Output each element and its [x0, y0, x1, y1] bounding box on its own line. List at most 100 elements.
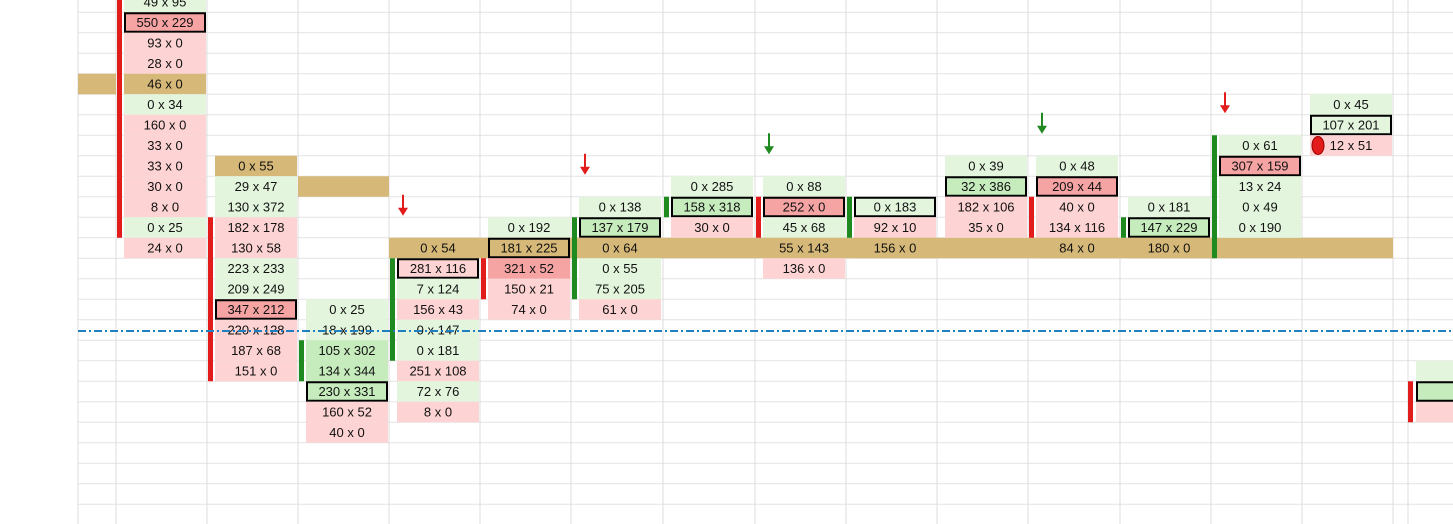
cell	[488, 258, 570, 279]
cell-text: 12 x 51	[1330, 138, 1373, 153]
cell-text: 209 x 44	[1052, 179, 1102, 194]
signal-arrow-head	[1220, 105, 1230, 114]
cell-box	[1416, 381, 1453, 402]
cell-text: 0 x 45	[1333, 97, 1368, 112]
cell-text: 0 x 88	[786, 179, 821, 194]
cell	[488, 299, 570, 320]
cell-box	[397, 258, 479, 279]
cell	[215, 340, 297, 361]
signal-arrow-head	[580, 166, 590, 175]
cell-text: 33 x 0	[147, 158, 182, 173]
cell	[1310, 94, 1392, 115]
cell	[215, 278, 297, 300]
cell-text: 29 x 47	[235, 179, 278, 194]
cell-text: 0 x 25	[147, 220, 182, 235]
signal-arrow-head	[764, 146, 774, 155]
cell	[854, 237, 936, 259]
delta-bar	[847, 196, 852, 238]
cell-text: 182 x 178	[227, 220, 284, 235]
cell-text: 0 x 138	[599, 199, 642, 214]
cell-text: 0 x 55	[602, 261, 637, 276]
cell-text: 160 x 52	[322, 404, 372, 419]
cell	[1036, 155, 1118, 177]
cell	[671, 217, 753, 238]
cell	[397, 340, 479, 361]
cell	[579, 258, 661, 279]
cell-text: 187 x 68	[231, 343, 281, 358]
cell-text: 307 x 159	[1231, 158, 1288, 173]
delta-bar	[1029, 196, 1034, 238]
cell-text: 40 x 0	[1059, 199, 1094, 214]
cell	[854, 196, 936, 218]
cell	[763, 258, 845, 279]
cell-text: 0 x 34	[147, 97, 182, 112]
cell-text: 0 x 49	[1242, 199, 1277, 214]
cell-text: 220 x 128	[227, 322, 284, 337]
cell	[1036, 196, 1118, 218]
cell	[1128, 217, 1210, 238]
cell	[1219, 155, 1301, 177]
cell	[124, 217, 206, 238]
cell-text: 151 x 0	[235, 363, 278, 378]
cell	[1219, 135, 1301, 156]
cell	[579, 237, 661, 259]
cell	[1416, 360, 1453, 382]
cell-text: 24 x 0	[147, 240, 182, 255]
cell-text: 0 x 190	[1239, 220, 1282, 235]
cell-text: 0 x 39	[968, 158, 1003, 173]
cell	[215, 155, 297, 177]
delta-bar	[572, 217, 577, 300]
cell	[124, 0, 206, 13]
poc-strip	[78, 73, 116, 95]
delta-bar	[117, 0, 122, 238]
delta-bar	[756, 196, 761, 238]
cell-box	[1036, 176, 1118, 197]
cell-box	[215, 299, 297, 320]
delta-bar	[481, 258, 486, 300]
cell	[763, 237, 845, 259]
cell	[397, 258, 479, 279]
cell	[306, 381, 388, 402]
cell-text: 136 x 0	[783, 261, 826, 276]
cell	[397, 278, 479, 300]
cell-text: 150 x 21	[504, 281, 554, 296]
delta-bar	[208, 217, 213, 382]
cell-box	[579, 217, 661, 238]
cell-box	[306, 381, 388, 402]
cell	[124, 73, 206, 95]
cell-text: 0 x 285	[691, 179, 734, 194]
cell-text: 130 x 58	[231, 240, 281, 255]
cell-text: 252 x 0	[783, 199, 826, 214]
cell	[1128, 237, 1210, 259]
cell	[763, 196, 845, 218]
cell	[124, 32, 206, 54]
cell	[124, 12, 206, 33]
cell	[579, 299, 661, 320]
cell-text: 0 x 192	[508, 220, 551, 235]
cell-text: 0 x 183	[874, 199, 917, 214]
cell-box	[945, 176, 1027, 197]
cell	[124, 237, 206, 259]
delta-bar	[390, 258, 395, 361]
cell-box	[671, 196, 753, 218]
cell-text: 30 x 0	[694, 220, 729, 235]
cell-text: 93 x 0	[147, 35, 182, 50]
cell-text: 18 x 199	[322, 322, 372, 337]
delta-bar	[1212, 135, 1217, 259]
cell	[488, 237, 570, 259]
cell-text: 30 x 0	[147, 179, 182, 194]
cell-text: 209 x 249	[227, 281, 284, 296]
cell-box	[763, 196, 845, 218]
cell	[397, 360, 479, 382]
cell	[306, 422, 388, 443]
cell-text: 7 x 124	[417, 281, 460, 296]
cell-box	[1219, 155, 1301, 177]
cell-box	[1128, 217, 1210, 238]
cell-text: 223 x 233	[227, 261, 284, 276]
cell	[945, 217, 1027, 238]
cell-text: 0 x 147	[417, 322, 460, 337]
cell	[1219, 176, 1301, 197]
cell-text: 251 x 108	[409, 363, 466, 378]
cell	[1219, 196, 1301, 218]
